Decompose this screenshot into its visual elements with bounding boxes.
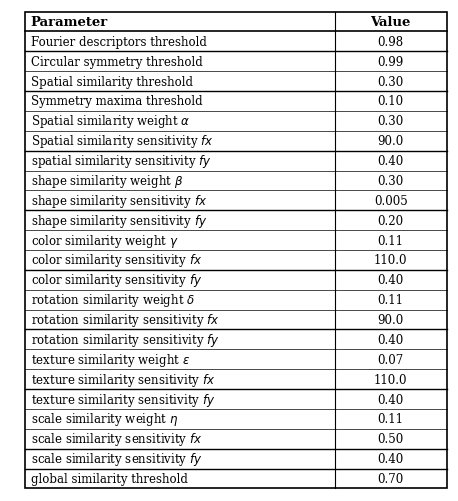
Text: shape similarity weight $\beta$: shape similarity weight $\beta$ bbox=[31, 173, 183, 189]
Text: 0.99: 0.99 bbox=[377, 56, 404, 69]
Text: 90.0: 90.0 bbox=[377, 314, 404, 326]
Text: shape similarity sensitivity $fx$: shape similarity sensitivity $fx$ bbox=[31, 192, 207, 209]
Text: 0.30: 0.30 bbox=[377, 76, 404, 88]
Text: 0.50: 0.50 bbox=[377, 432, 404, 445]
Text: Spatial similarity sensitivity $fx$: Spatial similarity sensitivity $fx$ bbox=[31, 133, 213, 150]
Text: 0.11: 0.11 bbox=[378, 294, 403, 307]
Text: texture similarity sensitivity $fx$: texture similarity sensitivity $fx$ bbox=[31, 371, 215, 388]
Text: 110.0: 110.0 bbox=[374, 373, 408, 386]
Text: spatial similarity sensitivity $fy$: spatial similarity sensitivity $fy$ bbox=[31, 153, 212, 170]
Text: 90.0: 90.0 bbox=[377, 135, 404, 148]
Text: color similarity sensitivity $fy$: color similarity sensitivity $fy$ bbox=[31, 272, 202, 289]
Text: 0.30: 0.30 bbox=[377, 115, 404, 128]
Text: scale similarity weight $\eta$: scale similarity weight $\eta$ bbox=[31, 411, 178, 427]
Text: texture similarity weight $\epsilon$: texture similarity weight $\epsilon$ bbox=[31, 351, 190, 368]
Text: 0.005: 0.005 bbox=[374, 194, 408, 207]
Text: 0.70: 0.70 bbox=[377, 472, 404, 485]
Text: 110.0: 110.0 bbox=[374, 254, 408, 267]
Text: 0.30: 0.30 bbox=[377, 175, 404, 187]
Text: Value: Value bbox=[371, 16, 411, 29]
Text: 0.20: 0.20 bbox=[378, 214, 404, 227]
Text: 0.11: 0.11 bbox=[378, 413, 403, 425]
Text: shape similarity sensitivity $fy$: shape similarity sensitivity $fy$ bbox=[31, 212, 207, 229]
Text: global similarity threshold: global similarity threshold bbox=[31, 472, 188, 485]
Text: rotation similarity sensitivity $fy$: rotation similarity sensitivity $fy$ bbox=[31, 331, 219, 348]
Text: 0.98: 0.98 bbox=[378, 36, 404, 49]
Text: 0.10: 0.10 bbox=[378, 95, 404, 108]
Text: Spatial similarity weight $\alpha$: Spatial similarity weight $\alpha$ bbox=[31, 113, 190, 130]
Text: rotation similarity sensitivity $fx$: rotation similarity sensitivity $fx$ bbox=[31, 312, 219, 328]
Text: scale similarity sensitivity $fy$: scale similarity sensitivity $fy$ bbox=[31, 450, 202, 467]
Text: color similarity sensitivity $fx$: color similarity sensitivity $fx$ bbox=[31, 252, 202, 269]
Text: 0.07: 0.07 bbox=[377, 353, 404, 366]
Text: 0.40: 0.40 bbox=[377, 393, 404, 406]
Text: color similarity weight $\gamma$: color similarity weight $\gamma$ bbox=[31, 232, 178, 249]
Text: Parameter: Parameter bbox=[31, 16, 108, 29]
Text: scale similarity sensitivity $fx$: scale similarity sensitivity $fx$ bbox=[31, 430, 202, 447]
Text: 0.40: 0.40 bbox=[377, 452, 404, 465]
Text: texture similarity sensitivity $fy$: texture similarity sensitivity $fy$ bbox=[31, 391, 215, 408]
Text: 0.40: 0.40 bbox=[377, 155, 404, 168]
Text: 0.11: 0.11 bbox=[378, 234, 403, 247]
Text: rotation similarity weight $\delta$: rotation similarity weight $\delta$ bbox=[31, 292, 195, 309]
Text: Symmetry maxima threshold: Symmetry maxima threshold bbox=[31, 95, 202, 108]
Text: Fourier descriptors threshold: Fourier descriptors threshold bbox=[31, 36, 207, 49]
Text: Spatial similarity threshold: Spatial similarity threshold bbox=[31, 76, 193, 88]
Text: 0.40: 0.40 bbox=[377, 333, 404, 346]
Text: Circular symmetry threshold: Circular symmetry threshold bbox=[31, 56, 202, 69]
Text: 0.40: 0.40 bbox=[377, 274, 404, 287]
